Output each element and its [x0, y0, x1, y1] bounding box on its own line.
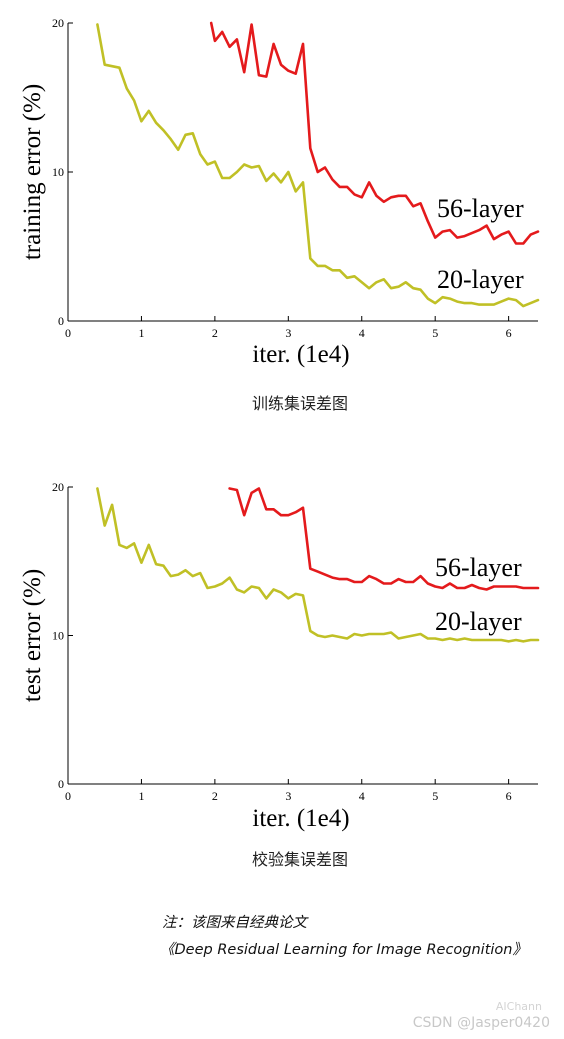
test-y-axis-title: test error (%): [19, 569, 46, 702]
test-y-tick-label: 20: [52, 480, 64, 494]
test-series-20-layer-label: 20-layer: [435, 607, 522, 636]
train-y-tick-label: 0: [58, 314, 64, 328]
train-x-tick-label: 0: [65, 326, 71, 340]
test-x-tick-label: 0: [65, 789, 71, 803]
train-y-tick-label: 10: [52, 165, 64, 179]
test-y-tick-label: 10: [52, 629, 64, 643]
test-error-chart: 0 1 2 3 4 5 6 0 10 20 iter. (1e4) test error (%) 56-…: [19, 480, 540, 832]
training-error-chart: 0 1 2 3 4 5 6 0 10 20 iter. (1e4) training error (%…: [19, 16, 540, 368]
test-series-56-layer-label: 56-layer: [435, 553, 522, 582]
watermark-extra: AIChann: [495, 1000, 542, 1013]
test-x-tick-label: 3: [285, 789, 291, 803]
train-x-tick-label: 1: [138, 326, 144, 340]
train-series-56-layer-label: 56-layer: [437, 194, 524, 223]
train-y-axis-title: training error (%): [19, 84, 46, 260]
test-y-tick-label: 0: [58, 777, 64, 791]
train-series-20-layer-line: [96, 23, 540, 308]
test-x-axis-title: iter. (1e4): [252, 805, 349, 832]
test-chart-caption: 校验集误差图: [251, 850, 348, 869]
test-x-tick-label: 4: [359, 789, 365, 803]
train-series-56-layer-line: [209, 21, 540, 245]
train-x-tick-label: 5: [432, 326, 438, 340]
test-x-tick-label: 2: [212, 789, 218, 803]
watermark: CSDN @Jasper0420: [412, 1015, 550, 1031]
test-x-tick-label: 6: [506, 789, 512, 803]
test-series-20-layer-line: [96, 487, 540, 643]
train-y-tick-label: 20: [52, 16, 64, 30]
train-x-tick-label: 2: [212, 326, 218, 340]
train-x-axis-title: iter. (1e4): [252, 341, 349, 368]
train-x-tick-label: 4: [359, 326, 365, 340]
training-chart-caption: 训练集误差图: [251, 394, 348, 413]
train-x-tick-label: 6: [506, 326, 512, 340]
test-x-tick-label: 5: [432, 789, 438, 803]
source-note-line1: 注：该图来自经典论文: [162, 915, 307, 931]
train-x-tick-label: 3: [285, 326, 291, 340]
train-series-20-layer-label: 20-layer: [437, 265, 524, 294]
test-x-tick-label: 1: [138, 789, 144, 803]
source-note-line2: 《Deep Residual Learning for Image Recogn…: [160, 942, 527, 958]
test-series-56-layer-line: [228, 487, 540, 591]
